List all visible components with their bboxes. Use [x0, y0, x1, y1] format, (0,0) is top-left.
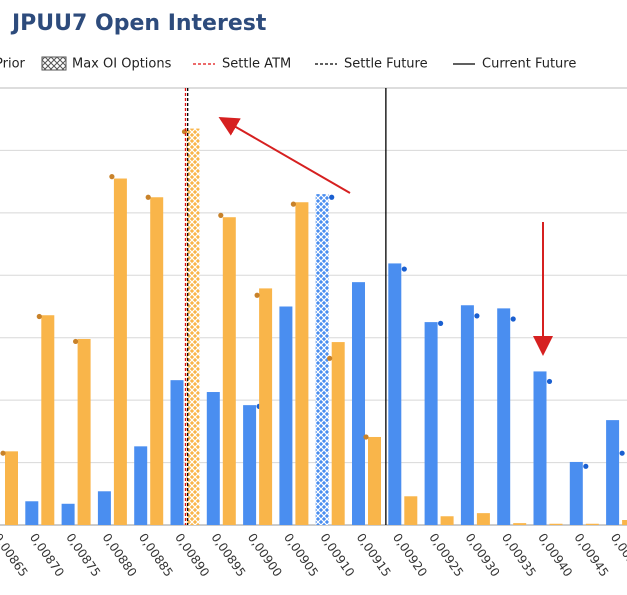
prior-dot: [619, 450, 625, 456]
legend-swatch: [41, 56, 67, 71]
bar: [97, 491, 111, 525]
bar: [61, 503, 75, 525]
bar: [331, 342, 345, 525]
x-tick-label: 0,00875: [63, 531, 103, 580]
x-tick-label: 0,00910: [317, 531, 357, 580]
prior-dot: [327, 355, 333, 361]
bar: [424, 322, 438, 525]
prior-dot: [290, 201, 296, 207]
bar: [243, 405, 257, 525]
prior-dot: [474, 313, 480, 319]
bar: [315, 194, 329, 525]
x-tick-label: 0,00945: [571, 531, 611, 580]
prior-dot: [0, 450, 6, 456]
bar: [440, 516, 454, 525]
prior-dot: [401, 266, 407, 272]
x-tick-label: 0,00880: [100, 531, 140, 580]
x-tick-label: 0,00895: [208, 531, 248, 580]
bar: [585, 523, 599, 525]
bar: [259, 288, 273, 525]
bar: [150, 197, 164, 525]
bar: [5, 451, 18, 525]
bar: [25, 501, 39, 525]
bar: [134, 446, 148, 525]
prior-dot: [109, 174, 115, 180]
arrow: [218, 116, 351, 194]
bar: [460, 305, 474, 525]
prior-dot: [145, 194, 151, 200]
prior-dot: [583, 463, 589, 469]
prior-dot: [254, 292, 260, 298]
prior-dot: [73, 338, 79, 345]
bar: [206, 392, 220, 525]
x-tick-label: 0,00940: [535, 531, 575, 580]
x-tick-label: 0,00900: [245, 531, 285, 580]
prior-dot: [438, 320, 444, 326]
legend-label: Settle Future: [344, 57, 428, 72]
bar: [622, 520, 627, 525]
x-tick-label: 0,00935: [499, 531, 539, 580]
bar: [513, 523, 527, 525]
legend-label: Max OI Options: [72, 57, 172, 72]
legend-label: Current Future: [482, 57, 576, 72]
bar: [549, 523, 563, 525]
chart-title: JPUU7 Open Interest: [10, 11, 267, 36]
x-tick-label: 0,00865: [0, 531, 31, 580]
prior-dot: [363, 434, 369, 440]
bar: [77, 338, 91, 525]
x-tick-label: 0,00920: [390, 531, 430, 580]
legend-label: Prior: [0, 57, 26, 72]
bar: [222, 217, 236, 525]
bar: [497, 308, 511, 525]
x-tick-label: 0,00890: [172, 531, 212, 580]
prior-dot: [218, 212, 224, 218]
bar: [569, 461, 583, 525]
bar: [476, 513, 490, 525]
bar: [368, 436, 381, 525]
bar: [41, 315, 55, 525]
bar: [170, 380, 184, 525]
bar: [606, 420, 620, 525]
x-tick-label: 0,00870: [27, 531, 67, 580]
prior-dot: [36, 313, 42, 320]
bar: [279, 306, 293, 525]
bar: [113, 178, 127, 525]
prior-dot: [546, 378, 553, 385]
x-tick-label: 0,00950: [608, 531, 627, 580]
bar: [404, 496, 418, 525]
bar: [533, 371, 547, 525]
bar: [186, 128, 200, 526]
bar: [295, 202, 309, 525]
prior-dot: [510, 316, 516, 322]
bar: [388, 263, 402, 525]
x-tick-label: 0,00930: [463, 531, 503, 580]
bar: [352, 282, 365, 525]
x-tick-label: 0,00885: [136, 531, 176, 580]
legend-label: Settle ATM: [222, 57, 291, 72]
x-tick-label: 0,00915: [354, 531, 394, 580]
plot: 0,008650,008700,008750,008800,008850,008…: [0, 87, 627, 580]
x-tick-label: 0,00905: [281, 531, 321, 580]
prior-dot: [329, 194, 335, 200]
prior-dot: [181, 129, 188, 135]
x-tick-label: 0,00925: [426, 531, 466, 580]
